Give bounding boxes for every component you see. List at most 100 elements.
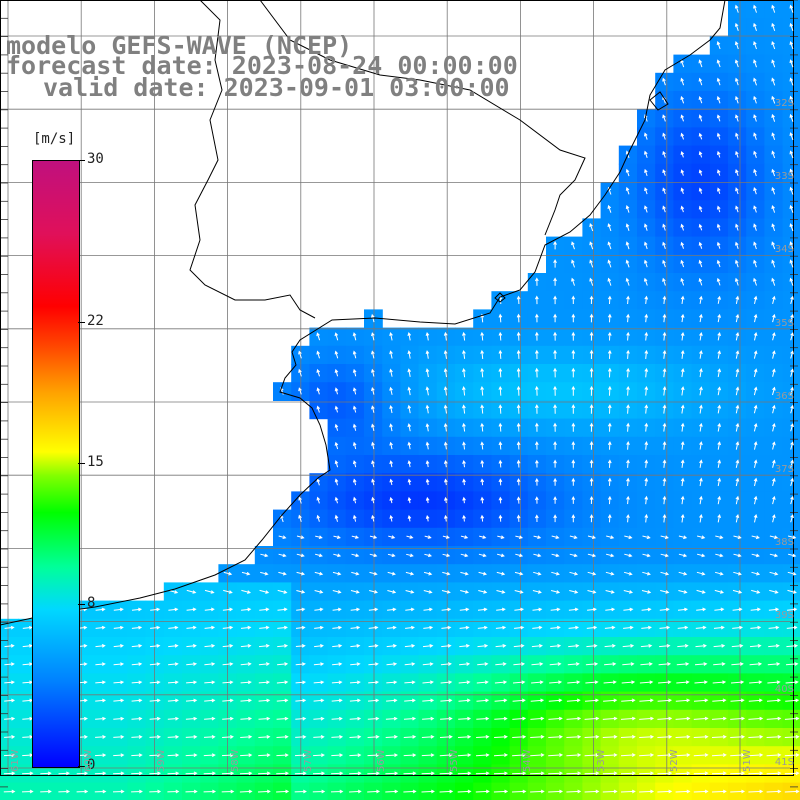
wind-arrow — [789, 77, 794, 86]
wind-arrow — [772, 459, 776, 468]
wind-arrow — [21, 789, 34, 794]
wind-arrow — [241, 571, 251, 576]
wind-arrow — [662, 495, 667, 505]
wind-arrow — [772, 477, 776, 487]
wind-arrow — [717, 441, 721, 450]
wind-arrow — [680, 95, 685, 104]
wind-arrow — [131, 625, 143, 630]
wind-arrow — [424, 553, 433, 558]
wind-arrow — [349, 698, 361, 703]
wind-arrow — [349, 789, 362, 794]
wind-arrow — [331, 698, 343, 703]
wind-arrow — [113, 680, 125, 685]
wind-arrow — [386, 625, 397, 630]
wind-arrow — [716, 277, 721, 286]
wind-arrow — [677, 607, 689, 612]
wind-arrow — [699, 404, 703, 414]
wind-arrow — [316, 350, 320, 359]
wind-arrow — [389, 386, 393, 395]
wind-arrow — [680, 77, 685, 86]
wind-arrow — [222, 607, 234, 612]
wind-arrow — [334, 405, 339, 413]
wind-arrow — [550, 590, 561, 594]
wind-arrow — [442, 571, 451, 576]
wind-arrow — [516, 367, 521, 378]
wind-arrow — [680, 349, 685, 359]
longitude-label: 60W — [83, 749, 94, 772]
wind-arrow — [711, 734, 727, 739]
wind-arrow — [621, 698, 636, 703]
wind-arrow — [476, 716, 490, 721]
wind-arrow — [113, 607, 124, 612]
wind-arrow — [186, 680, 198, 685]
wind-arrow — [767, 680, 781, 685]
wind-arrow — [644, 385, 649, 396]
wind-arrow — [622, 643, 635, 648]
wind-arrow — [771, 241, 776, 250]
wind-arrow — [407, 404, 412, 414]
wind-arrow — [332, 590, 342, 594]
wind-arrow — [735, 150, 739, 158]
wind-arrow — [548, 698, 563, 703]
wind-arrow — [389, 478, 394, 486]
wind-arrow — [531, 680, 544, 685]
wind-arrow — [748, 734, 764, 739]
wind-arrow — [766, 734, 782, 739]
wind-arrow — [680, 441, 685, 450]
wind-arrow — [459, 662, 471, 666]
wind-arrow — [735, 205, 739, 213]
wind-arrow — [332, 571, 342, 576]
wind-arrow — [444, 514, 448, 522]
wind-arrow — [587, 535, 597, 539]
wind-arrow — [530, 734, 545, 739]
wind-arrow — [602, 753, 618, 757]
wind-arrow — [131, 789, 143, 794]
wind-arrow — [240, 662, 252, 666]
wind-arrow — [753, 114, 757, 122]
wind-arrow — [716, 150, 721, 158]
wind-arrow — [331, 753, 344, 758]
wind-arrow — [589, 295, 594, 305]
wind-arrow — [571, 277, 575, 286]
wind-arrow — [698, 59, 703, 68]
wind-arrow — [167, 771, 180, 776]
wind-arrow — [258, 753, 271, 758]
wind-arrow — [735, 368, 740, 378]
wind-arrow — [480, 404, 485, 414]
wind-arrow — [185, 698, 198, 703]
wind-arrow — [386, 644, 397, 648]
wind-arrow — [387, 553, 396, 558]
wind-arrow — [553, 477, 557, 486]
wind-arrow — [553, 385, 557, 396]
wind-arrow — [94, 789, 107, 794]
wind-arrow — [493, 789, 509, 794]
latitude-label: 36S — [774, 390, 794, 402]
wind-arrow — [748, 789, 764, 794]
wind-arrow — [260, 571, 269, 576]
wind-arrow — [644, 349, 649, 359]
wind-arrow — [498, 459, 503, 468]
wind-arrow — [404, 698, 416, 703]
wind-arrow — [571, 385, 576, 396]
wind-arrow — [602, 789, 618, 794]
wind-arrow — [680, 331, 685, 341]
wind-arrow — [113, 644, 124, 648]
wind-arrow — [4, 662, 15, 666]
wind-arrow — [698, 151, 703, 158]
wind-arrow — [480, 514, 485, 522]
wind-arrow — [660, 553, 669, 558]
wind-arrow — [240, 716, 253, 721]
wind-arrow — [644, 223, 648, 231]
wind-arrow — [258, 716, 271, 721]
wind-arrow — [407, 514, 412, 522]
wind-arrow — [367, 698, 380, 703]
wind-arrow — [4, 716, 16, 721]
wind-arrow — [767, 662, 781, 666]
wind-arrow — [771, 22, 776, 31]
wind-arrow — [480, 385, 485, 396]
wind-arrow — [296, 553, 305, 558]
wind-arrow — [589, 313, 594, 323]
wind-arrow — [644, 313, 649, 323]
wind-arrow — [639, 698, 654, 703]
wind-arrow — [584, 771, 600, 776]
